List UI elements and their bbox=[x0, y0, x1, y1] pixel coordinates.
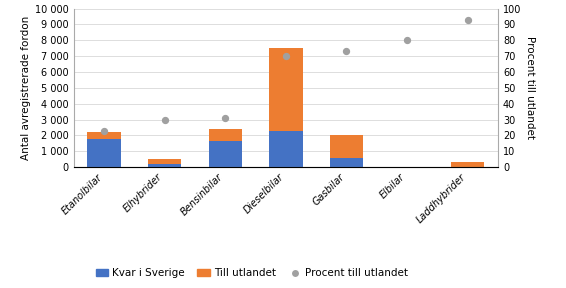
Bar bbox=[87, 132, 121, 139]
Bar bbox=[148, 159, 181, 164]
Point bbox=[100, 128, 109, 133]
Bar bbox=[330, 134, 363, 158]
Bar bbox=[148, 164, 181, 167]
Point bbox=[402, 38, 411, 43]
Point bbox=[342, 49, 351, 54]
Bar bbox=[87, 139, 121, 167]
Bar bbox=[269, 131, 302, 167]
Bar bbox=[208, 141, 242, 167]
Point bbox=[463, 17, 472, 22]
Bar bbox=[451, 162, 484, 167]
Point bbox=[221, 116, 230, 120]
Legend: Kvar i Sverige, Till utlandet, Procent till utlandet: Kvar i Sverige, Till utlandet, Procent t… bbox=[91, 264, 413, 283]
Point bbox=[160, 117, 169, 122]
Bar bbox=[269, 48, 302, 131]
Y-axis label: Antal avregistrerade fordon: Antal avregistrerade fordon bbox=[21, 16, 31, 160]
Bar bbox=[208, 129, 242, 141]
Bar bbox=[330, 158, 363, 167]
Point bbox=[281, 54, 290, 58]
Y-axis label: Procent till utlandet: Procent till utlandet bbox=[525, 36, 535, 139]
